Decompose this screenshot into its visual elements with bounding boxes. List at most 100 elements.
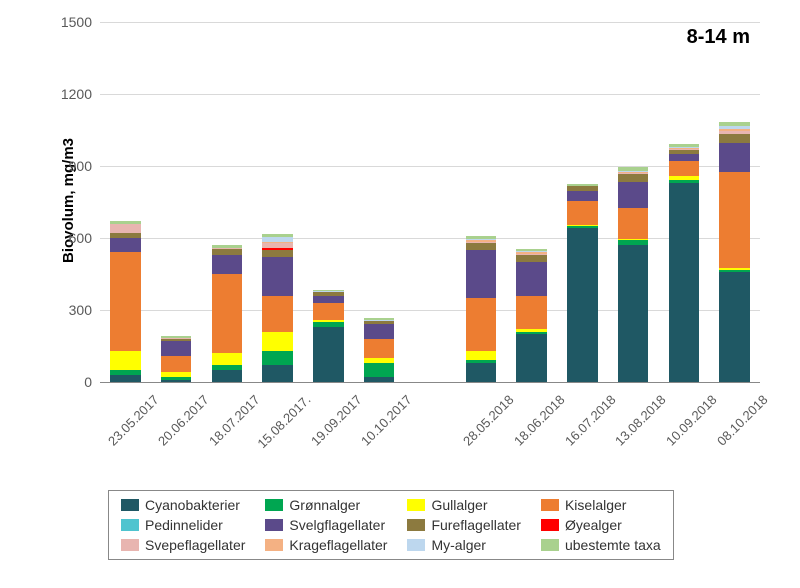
legend-item-cyano: Cyanobakterier — [121, 497, 245, 513]
bar-segment-gull — [567, 225, 597, 226]
y-tick-label: 900 — [69, 158, 92, 174]
bar-segment-svelg — [516, 262, 546, 296]
y-tick-label: 0 — [84, 374, 92, 390]
legend-label: Pedinnelider — [145, 517, 223, 533]
bar-group — [313, 22, 343, 382]
legend-swatch — [265, 519, 283, 531]
bar-segment-ubest — [212, 245, 242, 247]
legend-item-svepe: Svepeflagellater — [121, 537, 245, 553]
bar-segment-gull — [262, 332, 292, 351]
bar-segment-oye — [262, 248, 292, 250]
legend-label: Øyealger — [565, 517, 622, 533]
legend-label: Svelgflagellater — [289, 517, 385, 533]
bar-segment-my — [618, 171, 648, 172]
bar-group — [364, 22, 394, 382]
y-tick-label: 600 — [69, 230, 92, 246]
legend-item-oye: Øyealger — [541, 517, 661, 533]
legend-label: Krageflagellater — [289, 537, 387, 553]
plot-area: 03006009001200150023.05.201720.06.201718… — [100, 22, 760, 383]
legend-label: Cyanobakterier — [145, 497, 240, 513]
bar-segment-svepe — [161, 338, 191, 339]
bar-segment-ubest — [669, 144, 699, 146]
bar-segment-kisel — [110, 252, 140, 350]
legend-swatch — [541, 499, 559, 511]
bar-segment-fure — [669, 150, 699, 154]
bar-segment-svelg — [669, 154, 699, 161]
bar-segment-ubest — [262, 234, 292, 236]
bar-segment-krage — [262, 242, 292, 243]
bar-segment-svelg — [313, 296, 343, 303]
bar-segment-fure — [110, 233, 140, 238]
y-tick-label: 1500 — [61, 14, 92, 30]
bar-segment-cyano — [618, 245, 648, 382]
legend-swatch — [121, 539, 139, 551]
bar-segment-kisel — [364, 339, 394, 358]
bar-segment-cyano — [161, 380, 191, 382]
bar-segment-svelg — [110, 238, 140, 252]
legend-swatch — [407, 539, 425, 551]
bar-segment-cyano — [110, 375, 140, 382]
bar-segment-cyano — [212, 370, 242, 382]
legend-item-gull: Gullalger — [407, 497, 521, 513]
bar-segment-ubest — [719, 122, 749, 127]
legend-label: My-alger — [431, 537, 485, 553]
bar-segment-svepe — [516, 254, 546, 255]
bar-segment-gronn — [719, 270, 749, 271]
bar-segment-krage — [719, 129, 749, 131]
bar-group — [669, 22, 699, 382]
bar-segment-my — [466, 239, 496, 240]
bar-segment-svepe — [719, 131, 749, 133]
bar-segment-fure — [567, 186, 597, 191]
gridline — [100, 94, 760, 95]
bar-segment-fure — [212, 249, 242, 255]
bar-segment-my — [516, 251, 546, 252]
bar-segment-my — [262, 237, 292, 242]
legend-label: Fureflagellater — [431, 517, 521, 533]
bar-segment-krage — [669, 148, 699, 149]
legend-swatch — [265, 499, 283, 511]
bar-segment-kisel — [516, 296, 546, 330]
bar-segment-cyano — [567, 228, 597, 382]
legend-item-gronn: Grønnalger — [265, 497, 387, 513]
legend-item-svelg: Svelgflagellater — [265, 517, 387, 533]
bar-segment-gronn — [516, 332, 546, 334]
gridline — [100, 310, 760, 311]
legend-swatch — [407, 519, 425, 531]
bar-segment-svelg — [719, 143, 749, 172]
bar-group — [466, 22, 496, 382]
legend-swatch — [541, 519, 559, 531]
bar-segment-fure — [466, 243, 496, 250]
legend-item-kisel: Kiselalger — [541, 497, 661, 513]
legend-item-my: My-alger — [407, 537, 521, 553]
bar-segment-my — [669, 147, 699, 148]
bar-segment-cyano — [516, 334, 546, 382]
gridline — [100, 238, 760, 239]
bar-group — [212, 22, 242, 382]
bar-segment-krage — [466, 240, 496, 241]
gridline — [100, 166, 760, 167]
bar-group — [262, 22, 292, 382]
bar-segment-cyano — [313, 327, 343, 382]
bar-segment-ubest — [364, 318, 394, 319]
bar-segment-svepe — [212, 248, 242, 249]
bar-segment-kisel — [567, 201, 597, 225]
bar-segment-gronn — [262, 351, 292, 365]
legend-swatch — [265, 539, 283, 551]
bar-segment-svelg — [364, 324, 394, 338]
bar-segment-ubest — [161, 336, 191, 337]
bar-segment-my — [719, 126, 749, 128]
bar-segment-kisel — [212, 274, 242, 353]
bar-group — [110, 22, 140, 382]
bar-segment-gull — [719, 268, 749, 270]
bar-group — [719, 22, 749, 382]
bar-segment-my — [313, 291, 343, 292]
bar-segment-ubest — [567, 184, 597, 186]
bar-segment-gull — [669, 176, 699, 181]
bar-segment-svelg — [212, 255, 242, 274]
legend-item-pedin: Pedinnelider — [121, 517, 245, 533]
bar-segment-krage — [618, 172, 648, 173]
bar-segment-svepe — [466, 242, 496, 243]
chart-container: 8-14 m Biovolum, mg/m3 03006009001200150… — [0, 0, 800, 588]
bar-segment-gull — [212, 353, 242, 365]
gridline — [100, 22, 760, 23]
